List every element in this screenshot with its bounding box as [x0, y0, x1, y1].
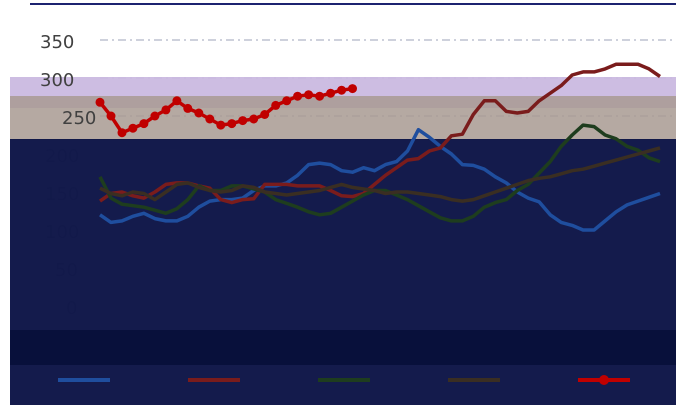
series-5-marker — [271, 100, 281, 110]
series-5-marker — [216, 120, 226, 130]
legend — [58, 375, 630, 385]
series-5-marker — [183, 103, 193, 113]
top-rule — [30, 3, 676, 5]
series-5-marker — [260, 110, 270, 119]
series-5-marker — [205, 114, 215, 124]
series-line-1 — [99, 127, 661, 232]
series-5-marker — [161, 105, 171, 115]
series-5-marker — [315, 91, 325, 101]
overlay-bottom-strip — [10, 330, 676, 365]
series-5-marker — [249, 114, 259, 124]
navy-overlay — [10, 139, 676, 405]
series-5-marker — [304, 90, 314, 100]
series-5-marker — [117, 128, 127, 138]
series-5-marker — [95, 97, 105, 107]
series-line-4 — [99, 146, 661, 203]
series-5-marker — [293, 91, 303, 101]
y-tick-250: 250 — [62, 108, 96, 129]
legend-marker-5 — [599, 375, 609, 385]
series-group — [95, 62, 661, 232]
series-5-marker — [337, 85, 347, 95]
series-5-marker — [139, 119, 149, 129]
series-5-marker — [348, 84, 357, 94]
series-5-marker — [128, 123, 138, 133]
y-tick-300: 300 — [40, 70, 74, 91]
y-tick-350: 350 — [40, 32, 74, 53]
series-5-marker — [172, 96, 182, 106]
series-5-marker — [150, 111, 160, 121]
series-5-marker — [282, 96, 292, 106]
series-5-marker — [194, 108, 204, 118]
series-5-marker — [326, 88, 336, 98]
series-5-marker — [227, 119, 237, 129]
series-5-marker — [238, 116, 248, 126]
series-5-marker — [106, 111, 116, 121]
